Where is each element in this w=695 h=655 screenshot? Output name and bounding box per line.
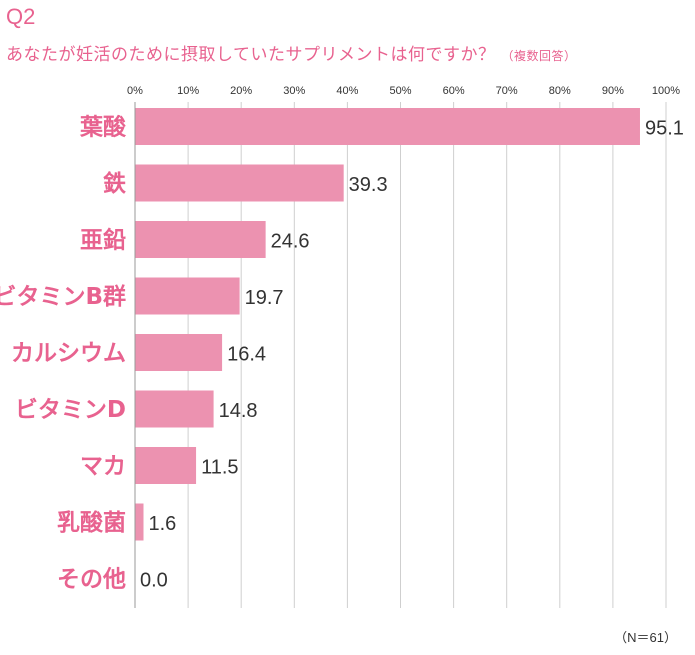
category-label: ビタミンB群 [0,283,126,310]
data-label: 39.3 [349,174,388,196]
x-tick-label: 60% [443,85,465,97]
question-note: （複数回答） [501,49,577,63]
data-label: 0.0 [140,570,168,592]
bar [135,503,144,541]
x-tick-label: 50% [389,85,411,97]
x-tick-label: 40% [336,85,358,97]
x-tick-label: 30% [283,85,305,97]
question-number: Q2 [6,4,36,29]
category-label: 亜鉛 [80,227,126,254]
bar [135,447,197,484]
data-label: 19.7 [245,287,284,309]
category-label: ビタミンD [15,397,126,423]
bar [135,221,266,258]
bar [135,334,223,371]
bar [135,390,214,428]
data-label: 16.4 [227,344,266,366]
x-tick-label: 80% [549,85,571,97]
category-label: 乳酸菌 [57,509,126,536]
category-label: カルシウム [11,341,126,367]
x-tick-label: 0% [127,85,143,97]
category-label: 葉酸 [79,115,127,141]
data-label: 11.5 [201,457,238,479]
x-tick-label: 100% [652,85,680,97]
category-label: その他 [57,567,126,593]
bar [135,108,640,145]
data-label: 24.6 [271,231,310,253]
data-label: 95.1 [645,118,684,140]
question-title: あなたが妊活のために摂取していたサプリメントは何ですか？ [6,45,496,65]
bar [135,277,240,315]
category-label: 鉄 [103,170,126,197]
x-tick-label: 70% [496,85,518,97]
data-label: 1.6 [148,513,176,535]
bar [135,164,344,202]
x-tick-label: 90% [602,85,624,97]
x-tick-label: 20% [230,85,252,97]
sample-size-note: （N＝61） [614,630,677,645]
category-label: マカ [80,454,126,480]
data-label: 14.8 [219,400,258,422]
x-tick-label: 10% [177,85,199,97]
question-text: あなたが妊活のために摂取していたサプリメントは何ですか？ （複数回答） [6,40,577,65]
